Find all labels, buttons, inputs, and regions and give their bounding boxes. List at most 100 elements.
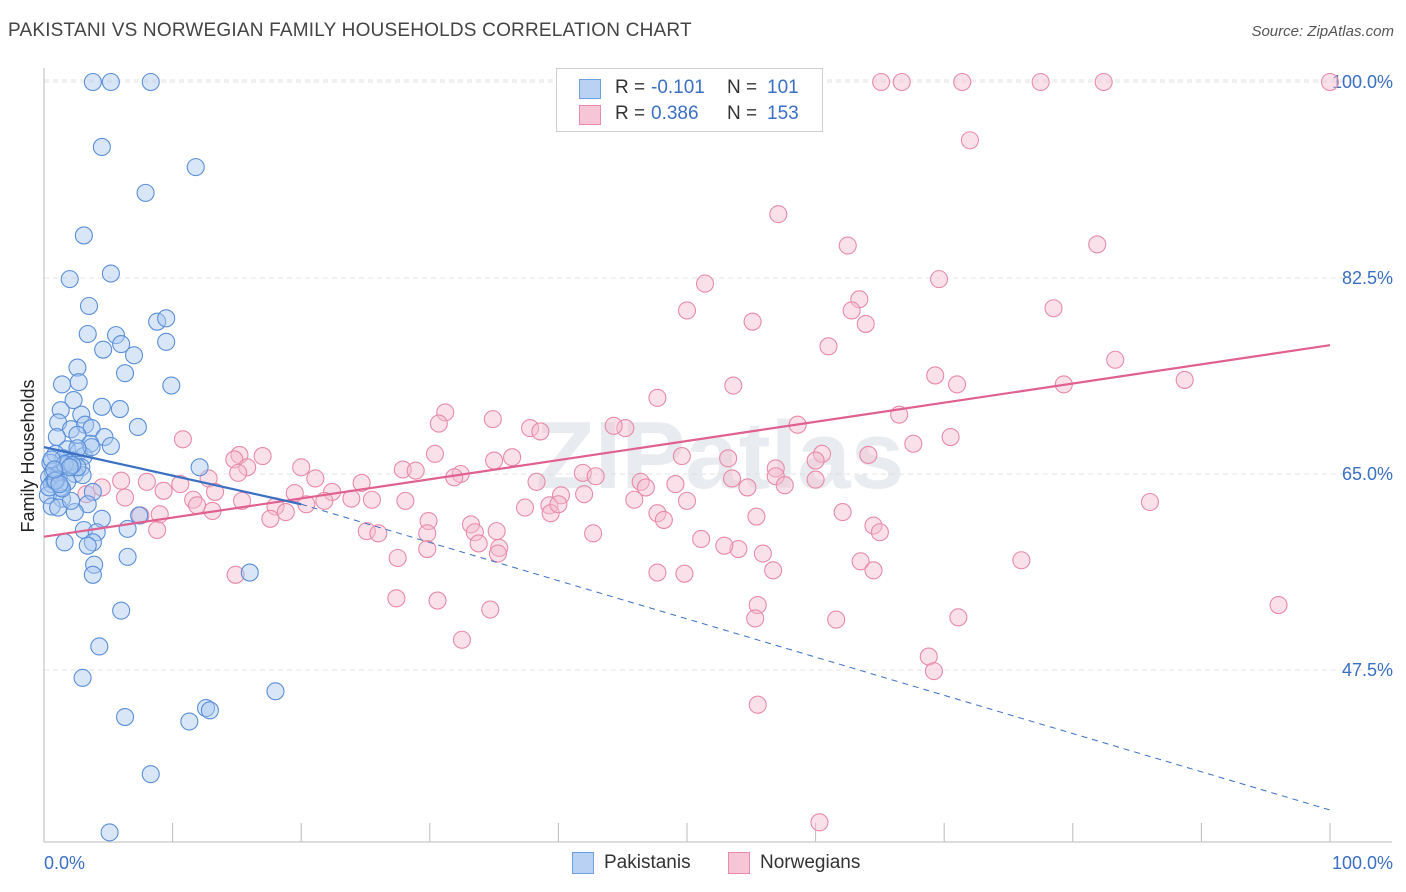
norwegians-point — [1031, 72, 1050, 92]
norwegians-point — [748, 695, 767, 714]
norwegians-point — [812, 444, 832, 463]
norwegians-point — [238, 458, 257, 477]
legend-n-label: N = — [727, 103, 758, 124]
norwegians-point — [418, 539, 437, 559]
pakistanis-point — [180, 712, 199, 731]
norwegians-point — [465, 523, 484, 542]
norwegians-point — [859, 445, 878, 465]
norwegians-point — [226, 565, 245, 584]
norwegians-point — [425, 444, 444, 463]
norwegians-point — [842, 301, 861, 320]
norwegians-point — [960, 131, 979, 150]
pakistanis-point — [64, 391, 83, 410]
pakistanis-point — [200, 701, 219, 720]
norwegians-point — [872, 72, 891, 92]
pakistanis-point — [112, 335, 131, 354]
tick-labels: 100.0% 82.5% 65.0% 47.5% 0.0% 100.0% — [44, 72, 1393, 873]
norwegians-point — [810, 813, 829, 832]
pakistanis-point — [83, 533, 102, 552]
norwegians-point — [92, 478, 111, 497]
norwegians-point — [115, 488, 135, 507]
norwegians-point — [904, 434, 923, 453]
pakistanis-point — [52, 375, 72, 394]
norwegians-point — [232, 491, 252, 510]
norwegians-point — [428, 591, 447, 610]
norwegians-point — [369, 524, 388, 543]
norwegians-point — [229, 463, 248, 482]
norwegians-point — [285, 483, 304, 503]
norwegians-point — [485, 451, 504, 470]
norwegians-point — [695, 274, 715, 293]
norwegians-point — [481, 600, 500, 619]
norwegians-point — [352, 473, 371, 493]
norwegians-point — [253, 447, 272, 466]
pakistanis-trend-extension — [301, 503, 1331, 811]
norwegians-point — [586, 467, 605, 486]
norwegians-point — [949, 608, 968, 627]
norwegians-point — [1269, 595, 1288, 615]
pakistanis-point — [79, 296, 99, 316]
pakistanis-point — [100, 823, 119, 842]
norwegians-point — [387, 589, 406, 608]
norwegians-point — [616, 419, 635, 438]
pakistanis-point — [101, 72, 120, 92]
norwegians-point — [666, 475, 685, 494]
pakistanis-point — [55, 533, 74, 552]
y-tick-label: 65.0% — [1342, 464, 1393, 484]
norwegians-point — [418, 524, 437, 543]
norwegians-point — [941, 427, 960, 447]
norwegians-point — [357, 522, 376, 541]
norwegians-point — [137, 472, 156, 491]
legend-r-label: R = — [615, 77, 646, 98]
pakistanis-point — [65, 503, 84, 522]
norwegians-point — [724, 376, 743, 395]
norwegians-point — [892, 72, 911, 92]
norwegians-point — [292, 458, 311, 477]
norwegians-point — [429, 414, 448, 433]
norwegians-point — [851, 552, 870, 571]
norwegians-point — [487, 522, 506, 541]
norwegians-point — [276, 503, 295, 522]
norwegians-point — [747, 507, 766, 526]
norwegians-point — [648, 388, 667, 407]
norwegians-point — [838, 236, 857, 255]
norwegians-point — [396, 491, 415, 510]
pakistanis-point — [106, 326, 126, 345]
pakistanis-point — [136, 183, 155, 202]
pakistanis-point — [162, 376, 181, 395]
pakistanis-point — [240, 563, 259, 582]
norwegians-point — [154, 481, 173, 500]
pakistanis-point — [73, 668, 92, 687]
bottom-legend-label-pakistanis: Pakistanis — [604, 852, 691, 873]
y-tick-label: 47.5% — [1342, 660, 1393, 680]
norwegians-point — [584, 524, 603, 543]
norwegians-point — [1044, 299, 1063, 318]
norwegians-point — [806, 451, 825, 470]
norwegians-point — [388, 548, 407, 568]
norwegians-point — [806, 470, 825, 489]
norwegians-point — [406, 461, 425, 480]
legend-swatch-pakistanis — [579, 79, 601, 99]
norwegians-point — [764, 561, 783, 580]
norwegians-point — [753, 544, 772, 563]
norwegians-point — [654, 510, 673, 529]
norwegians-point — [833, 503, 852, 522]
pakistanis-point — [190, 458, 209, 477]
norwegians-point — [819, 337, 838, 356]
norwegians-point — [503, 448, 522, 467]
pakistanis-point — [61, 491, 81, 510]
norwegians-point — [677, 491, 697, 510]
pakistanis-point — [94, 340, 113, 359]
pakistanis-point — [78, 324, 97, 344]
norwegians-point — [1320, 72, 1340, 92]
norwegians-point — [575, 485, 594, 504]
pakistanis-point — [69, 373, 88, 392]
norwegians-point — [769, 205, 788, 224]
pakistanis-point — [92, 397, 111, 416]
norwegians-point — [648, 563, 667, 582]
legend-n-label: N = — [727, 77, 758, 98]
legend-swatch-norwegians — [579, 105, 601, 125]
bottom-legend-swatch-pakistanis — [572, 852, 594, 874]
pakistanis-point — [112, 601, 131, 620]
norwegians-point — [827, 610, 846, 629]
